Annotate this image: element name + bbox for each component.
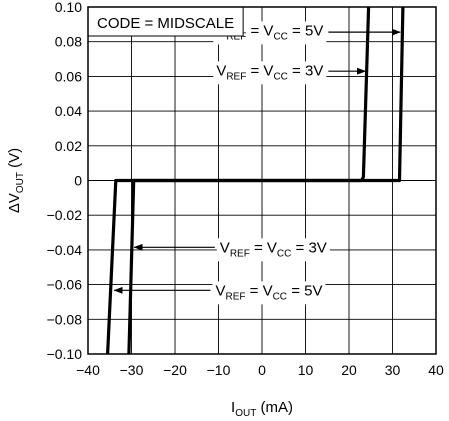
annotation-box-text: CODE = MIDSCALE: [97, 15, 234, 32]
annotation-box: [87, 6, 244, 37]
x-tick-label: −20: [163, 362, 187, 378]
plot-frame: [87, 6, 437, 355]
x-tick-label: 0: [258, 362, 266, 378]
annotation-box-group: CODE = MIDSCALE: [87, 6, 244, 37]
y-tick-label: −0.08: [47, 311, 83, 327]
y-tick-label: 0.02: [55, 138, 82, 154]
series-annotation-label: VREF = VCC = 5V: [215, 282, 322, 302]
x-tick-label: 40: [428, 362, 444, 378]
series-annotation-label: VREF = VCC = 3V: [216, 62, 323, 82]
x-tick-label: −40: [76, 362, 100, 378]
x-tick-label: 10: [298, 362, 314, 378]
y-tick-label: 0: [74, 173, 82, 189]
x-axis-label-sub: OUT: [235, 408, 256, 419]
series-line-3v: [127, 6, 371, 355]
series-annotation: VREF = VCC = 5V: [113, 281, 326, 305]
y-tick-label: −0.10: [47, 346, 83, 362]
y-tick-label: −0.04: [47, 242, 83, 258]
y-tick-label: 0.10: [55, 0, 82, 15]
x-axis-label-unit: (mA): [256, 399, 293, 416]
x-tick-labels: −40 −30 −20 −10 0 10 20 30 40: [76, 362, 444, 378]
x-axis-label: IOUT (mA): [231, 399, 293, 419]
x-axis-label-main: I: [231, 399, 235, 416]
y-axis-label-prefix: ΔV: [6, 193, 23, 213]
x-tick-label: 20: [341, 362, 357, 378]
annotation-label-bg: [213, 61, 327, 85]
data-series: [106, 6, 405, 355]
annotation-label-bg: [212, 281, 326, 305]
series-annotation: VREF = VCC = 3V: [213, 61, 367, 85]
series-annotation: VREF = VCC = 5V: [213, 21, 401, 45]
y-axis-label-unit: (V): [6, 148, 23, 172]
x-tick-label: 30: [385, 362, 401, 378]
x-tick-label: −10: [207, 362, 231, 378]
y-tick-label: 0.04: [55, 103, 82, 119]
y-axis-label: ΔVOUT (V): [6, 148, 26, 213]
y-tick-label: 0.06: [55, 68, 82, 84]
y-tick-label: −0.06: [47, 277, 83, 293]
y-tick-labels: 0.10 0.08 0.06 0.04 0.02 0 −0.02 −0.04 −0.06 −0.0…: [47, 0, 83, 362]
x-tick-label: −30: [120, 362, 144, 378]
series-annotation-label: VREF = VCC = 3V: [220, 239, 327, 259]
series-annotation: VREF = VCC = 3V: [133, 238, 330, 262]
y-axis-label-sub: OUT: [15, 172, 26, 193]
annotations: VREF = VCC = 5V VREF = VCC = 3V VREF = VCC…: [113, 21, 401, 305]
y-tick-label: 0.08: [55, 34, 82, 50]
annotation-label-bg: [216, 238, 330, 262]
y-tick-label: −0.02: [47, 207, 83, 223]
